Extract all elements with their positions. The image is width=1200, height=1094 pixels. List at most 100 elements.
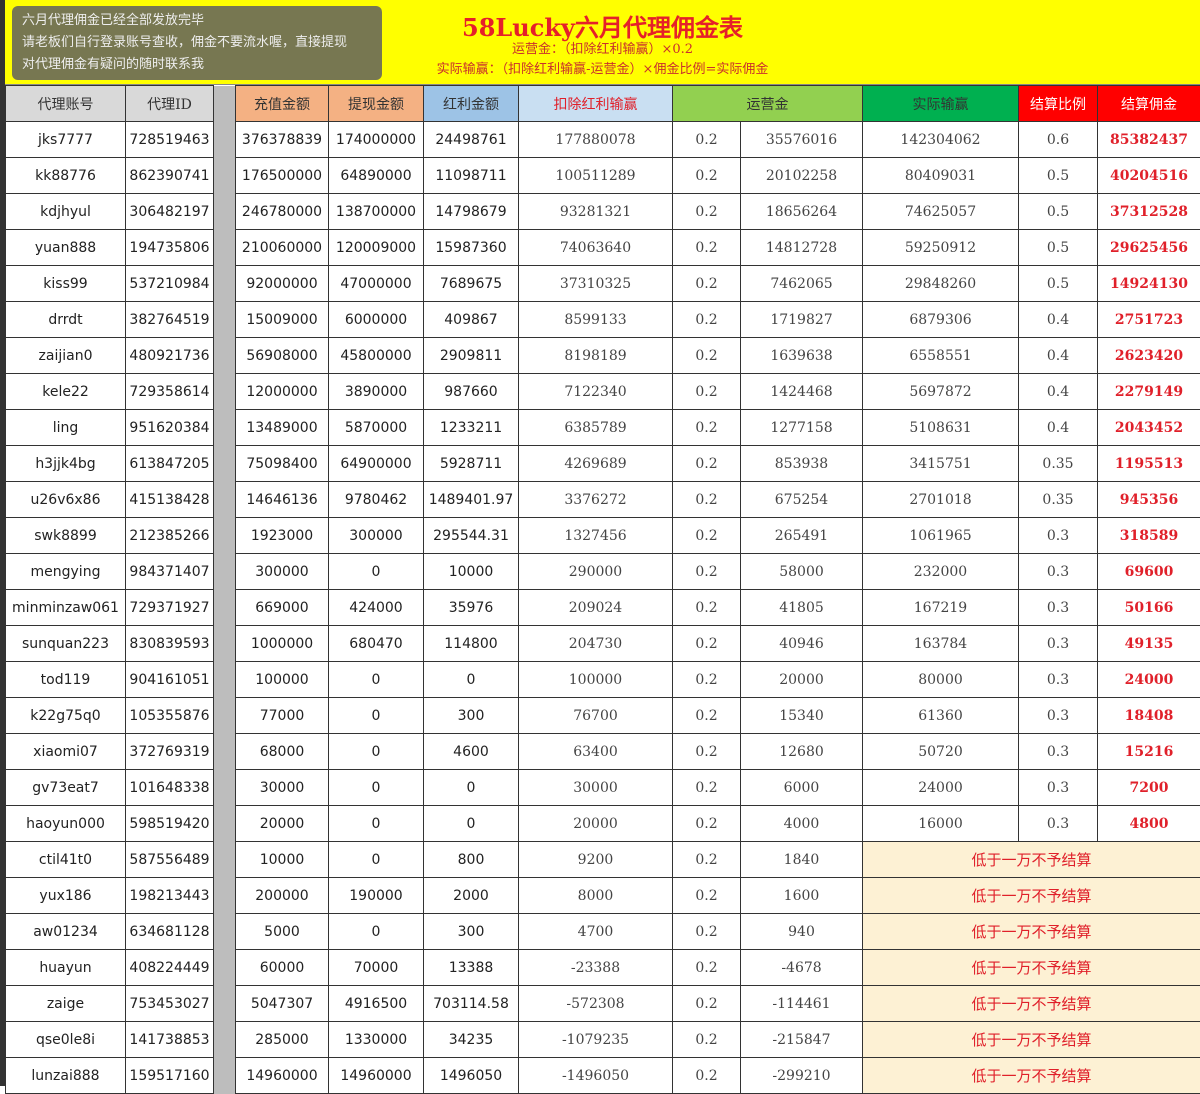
gap-column bbox=[214, 446, 236, 482]
cell-actual-net: 50720 bbox=[863, 734, 1019, 770]
cell-account: mengying bbox=[6, 554, 126, 590]
cell-bonus: 14798679 bbox=[424, 194, 519, 230]
cell-bonus: 409867 bbox=[424, 302, 519, 338]
cell-settle-ratio: 0.5 bbox=[1019, 194, 1098, 230]
cell-account: zaijian0 bbox=[6, 338, 126, 374]
cell-net-after-bonus: 20000 bbox=[519, 806, 673, 842]
cell-fee-rate: 0.2 bbox=[673, 734, 741, 770]
cell-fee-rate: 0.2 bbox=[673, 338, 741, 374]
cell-withdraw: 9780462 bbox=[329, 482, 424, 518]
cell-deposit: 68000 bbox=[236, 734, 329, 770]
column-header: 运营金 bbox=[673, 86, 863, 122]
cell-not-settled-note: 低于一万不予结算 bbox=[863, 950, 1200, 986]
cell-agent-id: 101648338 bbox=[126, 770, 214, 806]
cell-commission: 15216 bbox=[1098, 734, 1200, 770]
cell-deposit: 77000 bbox=[236, 698, 329, 734]
cell-operating-fee: 265491 bbox=[741, 518, 863, 554]
cell-account: swk8899 bbox=[6, 518, 126, 554]
cell-deposit: 100000 bbox=[236, 662, 329, 698]
cell-agent-id: 159517160 bbox=[126, 1058, 214, 1094]
cell-bonus: 2000 bbox=[424, 878, 519, 914]
cell-bonus: 24498761 bbox=[424, 122, 519, 158]
cell-withdraw: 0 bbox=[329, 698, 424, 734]
cell-agent-id: 634681128 bbox=[126, 914, 214, 950]
cell-not-settled-note: 低于一万不予结算 bbox=[863, 1022, 1200, 1058]
cell-agent-id: 105355876 bbox=[126, 698, 214, 734]
cell-fee-rate: 0.2 bbox=[673, 1022, 741, 1058]
cell-withdraw: 190000 bbox=[329, 878, 424, 914]
cell-account: zaige bbox=[6, 986, 126, 1022]
cell-withdraw: 14960000 bbox=[329, 1058, 424, 1094]
cell-account: qse0le8i bbox=[6, 1022, 126, 1058]
cell-withdraw: 0 bbox=[329, 554, 424, 590]
cell-withdraw: 0 bbox=[329, 842, 424, 878]
cell-operating-fee: -114461 bbox=[741, 986, 863, 1022]
cell-agent-id: 408224449 bbox=[126, 950, 214, 986]
cell-net-after-bonus: 8000 bbox=[519, 878, 673, 914]
cell-agent-id: 537210984 bbox=[126, 266, 214, 302]
cell-operating-fee: 675254 bbox=[741, 482, 863, 518]
cell-deposit: 14646136 bbox=[236, 482, 329, 518]
cell-deposit: 75098400 bbox=[236, 446, 329, 482]
cell-bonus: 15987360 bbox=[424, 230, 519, 266]
cell-commission: 2751723 bbox=[1098, 302, 1200, 338]
column-header: 提现金额 bbox=[329, 86, 424, 122]
cell-settle-ratio: 0.3 bbox=[1019, 734, 1098, 770]
cell-fee-rate: 0.2 bbox=[673, 374, 741, 410]
cell-settle-ratio: 0.3 bbox=[1019, 806, 1098, 842]
cell-operating-fee: 18656264 bbox=[741, 194, 863, 230]
cell-agent-id: 613847205 bbox=[126, 446, 214, 482]
cell-net-after-bonus: 7122340 bbox=[519, 374, 673, 410]
cell-commission: 4800 bbox=[1098, 806, 1200, 842]
cell-agent-id: 198213443 bbox=[126, 878, 214, 914]
column-header: 结算佣金 bbox=[1098, 86, 1200, 122]
cell-actual-net: 6558551 bbox=[863, 338, 1019, 374]
cell-withdraw: 0 bbox=[329, 770, 424, 806]
cell-bonus: 7689675 bbox=[424, 266, 519, 302]
toast-line: 对代理佣金有疑问的随时联系我 bbox=[22, 54, 382, 76]
cell-bonus: 114800 bbox=[424, 626, 519, 662]
cell-actual-net: 29848260 bbox=[863, 266, 1019, 302]
gap-column bbox=[214, 410, 236, 446]
cell-operating-fee: 15340 bbox=[741, 698, 863, 734]
cell-bonus: 0 bbox=[424, 806, 519, 842]
gap-column bbox=[214, 698, 236, 734]
cell-agent-id: 372769319 bbox=[126, 734, 214, 770]
cell-actual-net: 61360 bbox=[863, 698, 1019, 734]
cell-account: k22g75q0 bbox=[6, 698, 126, 734]
cell-settle-ratio: 0.4 bbox=[1019, 374, 1098, 410]
gap-column bbox=[214, 662, 236, 698]
cell-settle-ratio: 0.3 bbox=[1019, 626, 1098, 662]
cell-commission: 318589 bbox=[1098, 518, 1200, 554]
gap-column bbox=[214, 158, 236, 194]
cell-net-after-bonus: -1496050 bbox=[519, 1058, 673, 1094]
cell-fee-rate: 0.2 bbox=[673, 842, 741, 878]
cell-agent-id: 729358614 bbox=[126, 374, 214, 410]
toast-line: 请老板们自行登录账号查收，佣金不要流水喔，直接提现 bbox=[22, 32, 382, 54]
cell-commission: 40204516 bbox=[1098, 158, 1200, 194]
cell-actual-net: 163784 bbox=[863, 626, 1019, 662]
cell-fee-rate: 0.2 bbox=[673, 446, 741, 482]
cell-fee-rate: 0.2 bbox=[673, 914, 741, 950]
gap-column bbox=[214, 302, 236, 338]
cell-agent-id: 306482197 bbox=[126, 194, 214, 230]
column-header: 代理ID bbox=[126, 86, 214, 122]
cell-account: haoyun000 bbox=[6, 806, 126, 842]
cell-fee-rate: 0.2 bbox=[673, 590, 741, 626]
cell-account: yuan888 bbox=[6, 230, 126, 266]
cell-bonus: 1496050 bbox=[424, 1058, 519, 1094]
cell-account: h3jjk4bg bbox=[6, 446, 126, 482]
